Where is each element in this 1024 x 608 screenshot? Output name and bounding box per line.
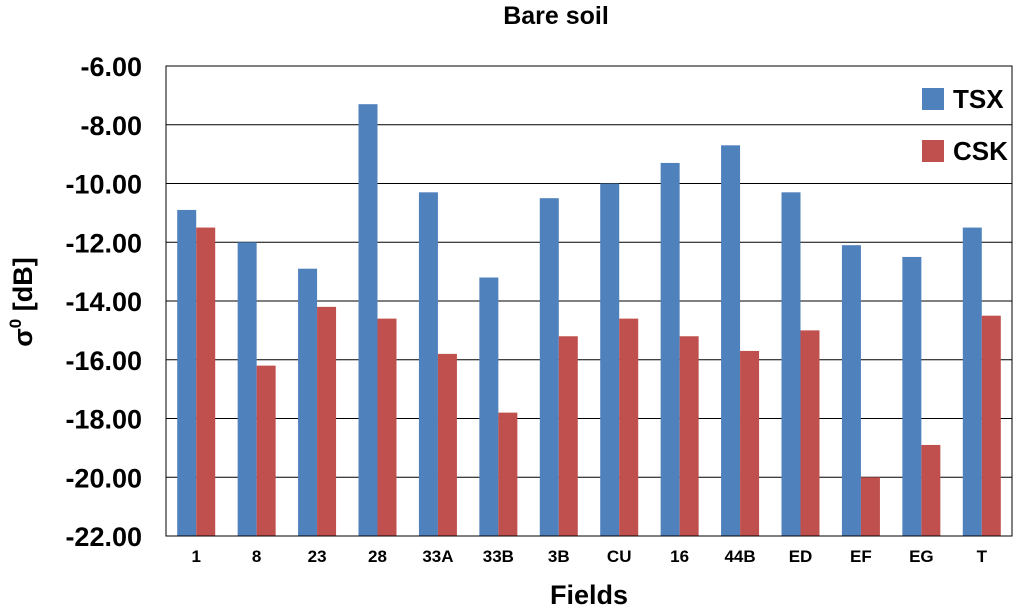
y-tick-label: -20.00 <box>65 463 142 493</box>
bars <box>177 104 1001 536</box>
bar-csk-33a <box>437 353 457 536</box>
bar-tsx-ef <box>841 245 861 536</box>
y-tick-label: -6.00 <box>80 52 142 82</box>
x-axis-label: Fields <box>550 580 628 608</box>
bar-csk-1 <box>196 227 216 536</box>
bar-tsx-cu <box>600 183 620 536</box>
bar-tsx-28 <box>358 104 378 536</box>
x-tick-label: 3B <box>548 547 570 566</box>
bar-csk-8 <box>256 365 276 536</box>
chart-title: Bare soil <box>503 2 609 30</box>
x-tick-label: 44B <box>724 547 755 566</box>
plot-area <box>165 65 1013 537</box>
y-tick-label: -14.00 <box>65 287 142 317</box>
y-axis-label-unit: [dB] <box>8 257 38 318</box>
bar-tsx-ed <box>781 192 801 536</box>
bar-csk-44b <box>740 350 760 536</box>
x-tick-label: 28 <box>368 547 387 566</box>
bar-tsx-8 <box>237 242 257 536</box>
bar-csk-23 <box>317 306 337 536</box>
x-axis-ticks: 1 8 23 28 33A 33B 3B CU 16 44B ED EF EG T <box>191 547 987 566</box>
y-tick-label: -10.00 <box>65 170 142 200</box>
x-tick-label: 16 <box>670 547 689 566</box>
bar-tsx-33a <box>418 192 438 536</box>
x-tick-label: CU <box>607 547 632 566</box>
bar-csk-3b <box>558 336 578 536</box>
bar-tsx-3b <box>539 198 559 536</box>
bar-tsx-44b <box>721 145 741 536</box>
y-tick-label: -8.00 <box>80 111 142 141</box>
y-tick-label: -12.00 <box>65 228 142 258</box>
gridlines <box>166 65 1012 537</box>
legend-label-tsx: TSX <box>953 84 1004 114</box>
bar-csk-t <box>981 315 1001 536</box>
x-tick-label: 33A <box>422 547 453 566</box>
x-tick-label: EG <box>909 547 934 566</box>
x-tick-label: 23 <box>308 547 327 566</box>
x-tick-label: 8 <box>252 547 261 566</box>
bar-tsx-1 <box>177 209 197 536</box>
bar-csk-16 <box>679 336 699 536</box>
bar-tsx-16 <box>660 162 680 536</box>
y-tick-label: -16.00 <box>65 346 142 376</box>
bar-csk-ef <box>860 477 880 536</box>
x-tick-label: ED <box>789 547 813 566</box>
bar-csk-ed <box>800 330 820 536</box>
legend-swatch-tsx <box>922 88 944 110</box>
x-tick-label: T <box>977 547 988 566</box>
x-tick-label: EF <box>850 547 872 566</box>
y-tick-label: -18.00 <box>65 405 142 435</box>
y-tick-label: -22.00 <box>65 522 142 552</box>
legend-label-csk: CSK <box>953 136 1008 166</box>
x-tick-label: 33B <box>483 547 514 566</box>
bar-csk-eg <box>921 444 941 536</box>
legend: TSX CSK <box>922 84 1008 166</box>
y-axis-label-superscript: 0 <box>6 319 25 328</box>
x-tick-label: 1 <box>191 547 200 566</box>
legend-swatch-csk <box>922 140 944 162</box>
y-axis-label-symbol: σ <box>8 328 38 346</box>
bar-tsx-23 <box>298 268 318 536</box>
bar-tsx-eg <box>902 256 922 536</box>
bar-csk-33b <box>498 412 518 536</box>
y-axis-label: σ0 [dB] <box>6 257 38 346</box>
bar-tsx-t <box>962 227 982 536</box>
bar-tsx-33b <box>479 277 499 536</box>
y-axis-ticks: -6.00 -8.00 -10.00 -12.00 -14.00 -16.00 -18.00… <box>65 52 142 552</box>
bar-csk-cu <box>619 318 639 536</box>
bar-csk-28 <box>377 318 397 536</box>
